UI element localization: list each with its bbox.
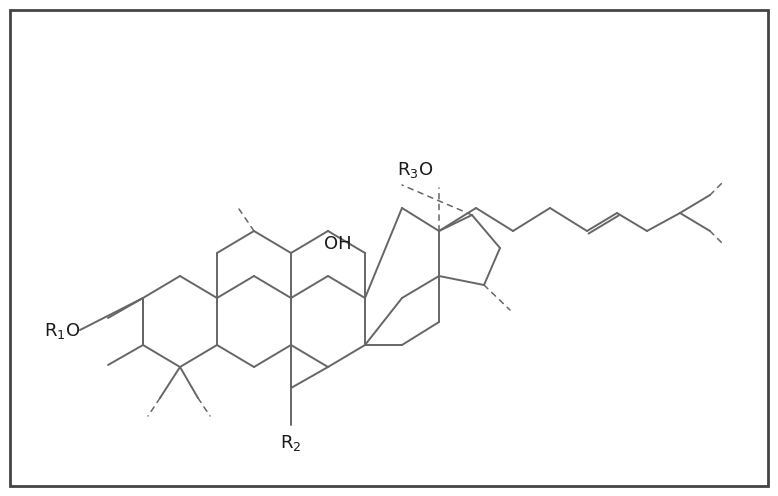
Text: R$_3$O: R$_3$O bbox=[397, 160, 433, 180]
Text: OH: OH bbox=[324, 235, 352, 253]
Text: R$_2$: R$_2$ bbox=[280, 433, 302, 453]
Text: R$_1$O: R$_1$O bbox=[44, 321, 80, 341]
